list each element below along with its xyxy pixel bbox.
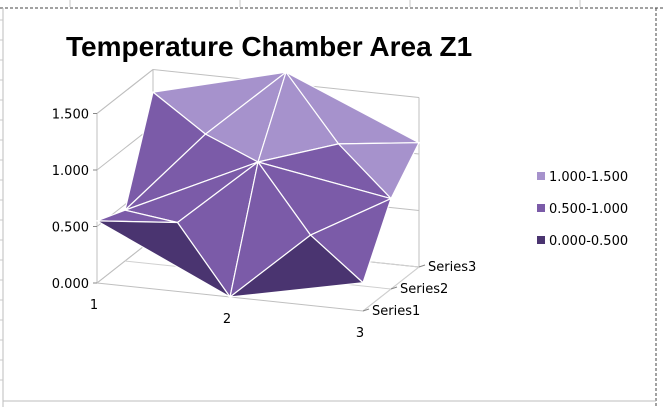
series-tick-mark	[390, 286, 398, 290]
series-tick-mark	[418, 264, 426, 268]
surface-facet	[96, 220, 231, 298]
surface-facet	[229, 234, 364, 298]
x-tick-label: 2	[223, 312, 231, 327]
x-tick-label: 1	[90, 298, 98, 313]
z-tick-label: 0.000	[52, 277, 89, 292]
axis-labels: 0.000 0.500 1.000 1.500 1 2 3 Series1 Series2 Ser…	[52, 108, 476, 342]
series-tick-label: Series3	[428, 260, 476, 275]
z-tick-label: 0.500	[52, 221, 89, 236]
grid-line	[96, 68, 420, 114]
legend-label: 0.500-1.000	[549, 202, 628, 217]
surface-plot	[96, 71, 420, 298]
series-tick-label: Series1	[372, 304, 420, 319]
legend-swatch	[537, 204, 545, 212]
chart-title: Temperature Chamber Area Z1	[66, 31, 472, 62]
legend-swatch	[537, 172, 545, 180]
series-tick-label: Series2	[400, 282, 448, 297]
z-tick-label: 1.000	[52, 164, 89, 179]
legend-label: 0.000-0.500	[549, 234, 628, 249]
legend-swatch	[537, 236, 545, 244]
z-tick-label: 1.500	[52, 108, 89, 123]
legend: 1.000-1.500 0.500-1.000 0.000-0.500	[537, 170, 628, 249]
series-tick-mark	[362, 308, 370, 312]
legend-label: 1.000-1.500	[549, 170, 628, 185]
x-tick-label: 3	[356, 326, 364, 341]
